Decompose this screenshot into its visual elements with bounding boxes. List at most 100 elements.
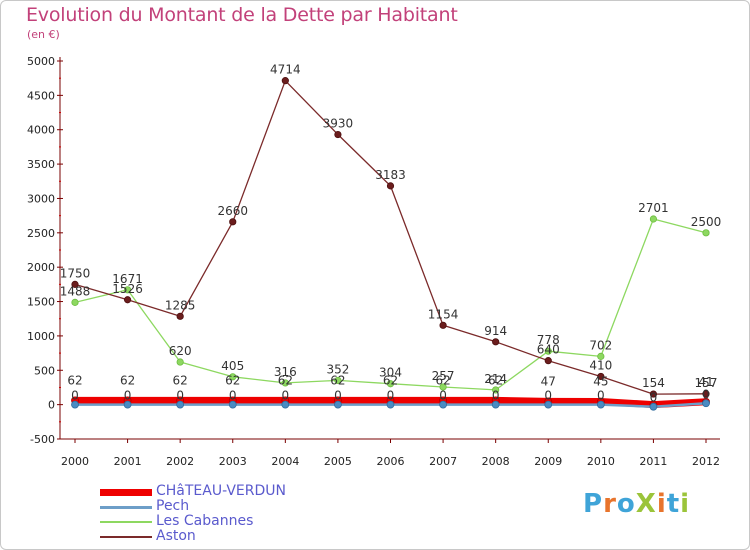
data-label-les-cabannes: 304 — [379, 366, 402, 380]
data-label-chateau-verdun: 62 — [120, 373, 135, 387]
data-point-aston — [281, 77, 289, 85]
data-point-aston — [229, 218, 237, 226]
data-point-aston — [492, 338, 500, 346]
data-label-aston: 154 — [642, 376, 665, 390]
data-point-les-cabannes — [71, 298, 79, 306]
data-label-les-cabannes: 2701 — [638, 201, 669, 215]
data-point-les-cabannes — [492, 386, 500, 394]
data-point-aston — [597, 372, 605, 381]
x-tick-label: 2010 — [587, 455, 615, 468]
data-point-aston — [544, 357, 552, 365]
y-tick-label: 1000 — [27, 330, 55, 343]
y-tick-label: 1500 — [27, 296, 55, 309]
data-point-les-cabannes — [544, 347, 552, 355]
data-label-pech: 0 — [544, 389, 552, 403]
legend-label: CHâTEAU-VERDUN — [156, 483, 286, 499]
data-label-les-cabannes: 352 — [326, 362, 349, 376]
x-tick-label: 2006 — [377, 455, 405, 468]
data-label-les-cabannes: 257 — [432, 369, 455, 383]
data-label-pech: 0 — [650, 391, 658, 405]
data-point-pech — [491, 400, 500, 409]
data-label-aston: 157 — [695, 376, 718, 390]
data-label-aston: 410 — [589, 358, 612, 372]
data-label-pech: 0 — [282, 389, 290, 403]
data-point-aston — [702, 390, 710, 398]
data-point-les-cabannes — [281, 379, 289, 387]
data-label-chateau-verdun: 45 — [593, 375, 608, 389]
data-point-pech — [176, 400, 185, 409]
legend-label: Aston — [156, 528, 196, 544]
data-label-pech: 0 — [387, 389, 395, 403]
legend-swatch — [100, 521, 152, 523]
y-tick-label: 3000 — [27, 192, 55, 205]
data-point-pech — [386, 400, 395, 409]
data-label-chateau-verdun: 62 — [383, 373, 398, 387]
data-label-pech: 0 — [176, 389, 184, 403]
data-label-aston: 1285 — [165, 298, 196, 312]
x-tick-label: 2003 — [219, 455, 247, 468]
data-point-aston — [71, 280, 79, 288]
data-label-les-cabannes: 1488 — [60, 284, 91, 298]
data-label-pech: 0 — [702, 387, 710, 401]
data-point-les-cabannes — [702, 229, 710, 237]
data-point-les-cabannes — [439, 383, 447, 391]
y-tick-label: 2000 — [27, 261, 55, 274]
data-label-aston: 1526 — [112, 282, 143, 296]
data-label-chateau-verdun: 62 — [488, 373, 503, 387]
data-label-les-cabannes: 778 — [537, 333, 560, 347]
data-point-pech — [123, 400, 132, 409]
data-label-chateau-verdun: 62 — [173, 373, 188, 387]
legend-swatch — [100, 489, 152, 496]
data-label-aston: 1750 — [60, 266, 91, 280]
proxiti-logo: ProXiti — [583, 489, 691, 519]
data-point-les-cabannes — [123, 286, 132, 294]
legend-swatch — [100, 536, 152, 538]
y-tick-label: 4000 — [27, 124, 55, 137]
data-point-pech — [71, 400, 79, 409]
data-point-pech — [228, 400, 237, 409]
y-tick-label: 0 — [48, 399, 55, 412]
data-point-pech — [649, 402, 658, 411]
data-label-pech: 0 — [492, 389, 500, 403]
data-point-aston — [334, 130, 342, 139]
data-point-aston — [439, 321, 447, 329]
data-point-pech — [702, 399, 710, 408]
data-label-chateau-verdun: 62 — [278, 373, 293, 387]
data-label-chateau-verdun: 41 — [698, 375, 713, 389]
data-label-aston: 3930 — [323, 117, 354, 131]
y-tick-label: 500 — [34, 364, 55, 377]
data-point-les-cabannes — [386, 380, 395, 388]
x-tick-label: 2012 — [692, 455, 720, 468]
data-point-pech — [439, 400, 447, 409]
data-label-aston: 2660 — [217, 204, 248, 218]
data-label-les-cabannes: 214 — [484, 372, 507, 386]
legend-label: Les Cabannes — [156, 513, 254, 529]
y-tick-label: 2500 — [27, 227, 55, 240]
chart-title: Evolution du Montant de la Dette par Hab… — [26, 4, 458, 26]
x-tick-label: 2004 — [271, 455, 299, 468]
data-label-les-cabannes: 620 — [169, 344, 192, 358]
data-label-les-cabannes: 2500 — [691, 215, 722, 229]
data-label-chateau-verdun: 47 — [541, 374, 556, 388]
data-label-les-cabannes: 1671 — [112, 272, 143, 286]
legend-swatch — [100, 506, 152, 509]
data-label-chateau-verdun: 62 — [67, 373, 82, 387]
data-label-aston: 640 — [537, 343, 560, 357]
data-label-aston: 914 — [484, 324, 507, 338]
data-label-aston: 3183 — [375, 168, 406, 182]
data-label-pech: 0 — [334, 389, 342, 403]
data-point-pech — [334, 400, 342, 409]
data-label-les-cabannes: 405 — [221, 359, 244, 373]
y-tick-label: 5000 — [27, 55, 55, 68]
x-tick-label: 2007 — [429, 455, 457, 468]
data-label-aston: 4714 — [270, 63, 301, 77]
data-point-pech — [281, 400, 290, 409]
data-label-pech: 0 — [597, 389, 605, 403]
legend-label: Pech — [156, 498, 190, 514]
y-tick-label: 4500 — [27, 89, 55, 102]
data-point-pech — [596, 400, 605, 409]
data-label-les-cabannes: 316 — [274, 365, 297, 379]
data-label-pech: 0 — [229, 389, 237, 403]
